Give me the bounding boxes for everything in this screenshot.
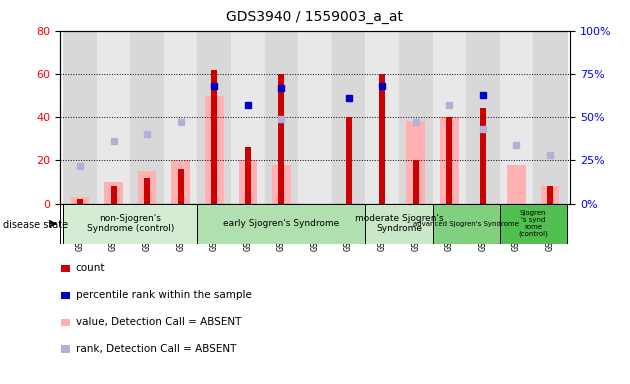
Bar — [272, 165, 290, 204]
Bar — [171, 161, 190, 204]
Bar — [77, 199, 83, 204]
Text: disease state: disease state — [3, 220, 68, 230]
Bar — [265, 31, 298, 204]
Bar — [413, 161, 419, 204]
Bar — [110, 186, 117, 204]
Bar — [399, 31, 433, 204]
Bar — [379, 74, 385, 204]
Text: Sjogren
's synd
rome
(control): Sjogren 's synd rome (control) — [518, 210, 548, 237]
Bar — [197, 204, 365, 244]
Bar — [197, 31, 231, 204]
Bar — [533, 31, 567, 204]
Bar — [178, 169, 184, 204]
Bar — [144, 178, 150, 204]
Bar — [345, 117, 352, 204]
Bar — [298, 31, 332, 204]
Bar — [507, 165, 525, 204]
Bar — [71, 197, 89, 204]
Bar — [332, 31, 365, 204]
Text: value, Detection Call = ABSENT: value, Detection Call = ABSENT — [76, 317, 241, 327]
Bar — [138, 171, 156, 204]
Text: moderate Sjogren's
Syndrome: moderate Sjogren's Syndrome — [355, 214, 444, 233]
Text: count: count — [76, 263, 105, 273]
Text: GDS3940 / 1559003_a_at: GDS3940 / 1559003_a_at — [227, 10, 403, 23]
Bar — [365, 31, 399, 204]
Bar — [61, 346, 70, 353]
Bar — [541, 186, 559, 204]
Bar — [365, 204, 433, 244]
Bar — [61, 292, 70, 300]
Bar — [433, 204, 500, 244]
Bar — [239, 161, 257, 204]
Text: early Sjogren's Syndrome: early Sjogren's Syndrome — [223, 219, 340, 228]
Bar — [63, 31, 97, 204]
Bar — [97, 31, 130, 204]
Bar — [440, 117, 459, 204]
Bar — [211, 70, 217, 204]
Bar — [61, 265, 70, 273]
Bar — [245, 147, 251, 204]
Bar — [480, 109, 486, 204]
Bar — [231, 31, 265, 204]
Text: non-Sjogren's
Syndrome (control): non-Sjogren's Syndrome (control) — [87, 214, 174, 233]
Bar — [61, 319, 70, 326]
Bar — [547, 186, 553, 204]
Bar — [63, 204, 197, 244]
Bar — [130, 31, 164, 204]
Bar — [205, 96, 224, 204]
Bar — [164, 31, 197, 204]
Bar — [433, 31, 466, 204]
Bar — [278, 74, 285, 204]
Text: advanced Sjogren's Syndrome: advanced Sjogren's Syndrome — [413, 221, 519, 227]
Bar — [500, 31, 533, 204]
Bar — [466, 31, 500, 204]
Bar — [105, 182, 123, 204]
Bar — [406, 121, 425, 204]
Text: rank, Detection Call = ABSENT: rank, Detection Call = ABSENT — [76, 344, 236, 354]
Bar — [500, 204, 567, 244]
Text: percentile rank within the sample: percentile rank within the sample — [76, 290, 251, 300]
Bar — [446, 117, 452, 204]
